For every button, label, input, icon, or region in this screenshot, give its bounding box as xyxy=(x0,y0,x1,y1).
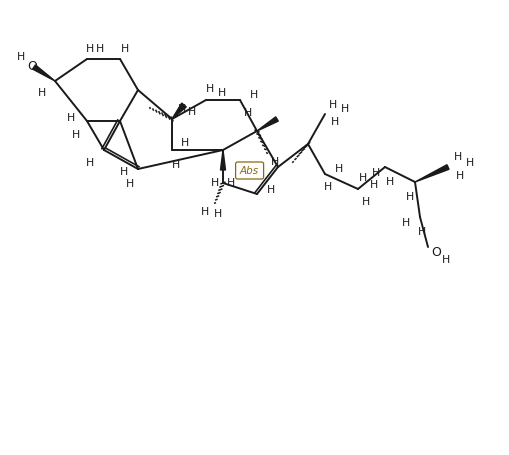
Text: H: H xyxy=(211,177,219,187)
Text: H: H xyxy=(331,117,339,127)
Text: H: H xyxy=(271,157,279,167)
Polygon shape xyxy=(172,104,186,120)
Text: H: H xyxy=(466,157,474,167)
Text: O: O xyxy=(431,246,441,259)
Polygon shape xyxy=(33,66,55,82)
Text: H: H xyxy=(267,185,275,195)
Polygon shape xyxy=(220,151,225,171)
Text: O: O xyxy=(27,59,37,72)
Text: H: H xyxy=(341,104,349,114)
Text: H: H xyxy=(214,208,222,218)
Text: H: H xyxy=(456,171,464,181)
Text: H: H xyxy=(335,164,343,174)
Text: H: H xyxy=(454,152,462,162)
Text: H: H xyxy=(38,88,46,98)
Text: H: H xyxy=(372,167,380,177)
Text: H: H xyxy=(178,104,186,114)
Text: H: H xyxy=(329,100,337,110)
Text: H: H xyxy=(172,160,180,170)
Text: H: H xyxy=(72,130,80,140)
Text: H: H xyxy=(181,138,189,148)
Text: H: H xyxy=(370,180,378,190)
Polygon shape xyxy=(257,117,278,131)
Text: H: H xyxy=(402,217,410,228)
Text: H: H xyxy=(442,254,450,264)
Text: Abs: Abs xyxy=(240,166,259,176)
Text: H: H xyxy=(244,108,252,118)
Text: H: H xyxy=(120,167,128,177)
Text: H: H xyxy=(218,88,226,98)
Text: H: H xyxy=(201,207,209,217)
Text: H: H xyxy=(126,179,134,188)
Text: H: H xyxy=(121,44,129,54)
Text: H: H xyxy=(86,157,94,167)
Text: H: H xyxy=(359,172,367,182)
Text: H: H xyxy=(406,192,414,202)
Text: H: H xyxy=(227,177,235,187)
Text: H: H xyxy=(17,52,25,62)
Text: H: H xyxy=(67,113,75,123)
Text: H: H xyxy=(188,107,196,117)
Text: H: H xyxy=(96,44,104,54)
Text: H: H xyxy=(206,84,214,94)
Text: H: H xyxy=(86,44,94,54)
Text: H: H xyxy=(386,177,394,187)
Text: H: H xyxy=(324,182,332,192)
Text: H: H xyxy=(418,227,426,237)
Polygon shape xyxy=(415,165,449,182)
Text: H: H xyxy=(250,90,258,100)
Text: H: H xyxy=(362,197,370,207)
